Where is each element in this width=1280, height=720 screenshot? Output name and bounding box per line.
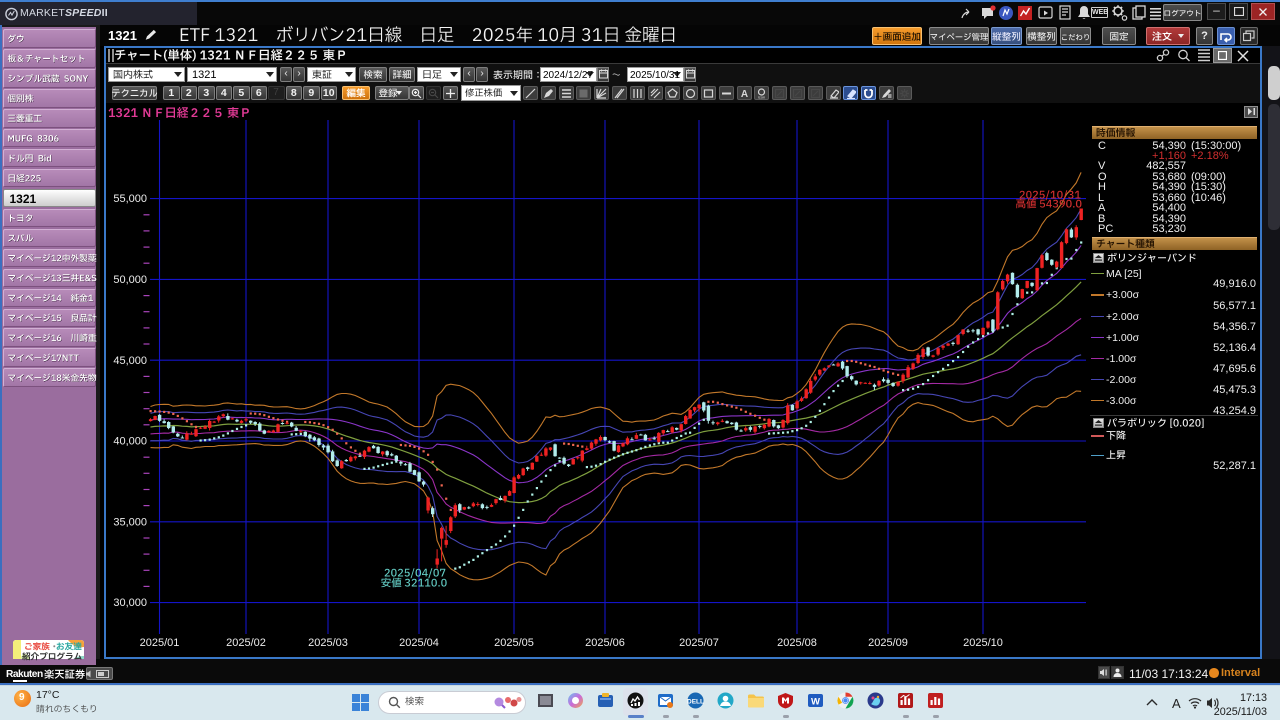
svg-text:45,000: 45,000 [113,355,147,367]
svg-text:40,000: 40,000 [113,436,147,448]
svg-text:30,000: 30,000 [113,597,147,609]
svg-text:55,000: 55,000 [113,193,147,205]
svg-text:A: A [740,89,747,99]
svg-text:2025/01: 2025/01 [140,637,180,649]
svg-text:2025/06: 2025/06 [585,637,625,649]
svg-text:A: A [1172,696,1181,711]
svg-text:W: W [811,697,820,708]
svg-text:2025/07: 2025/07 [679,637,719,649]
svg-text:2025/02: 2025/02 [226,637,266,649]
svg-text:2025/10: 2025/10 [963,637,1003,649]
svg-text:icon: icon [758,94,765,99]
svg-text:50,000: 50,000 [113,274,147,286]
svg-text:2025/08: 2025/08 [777,637,817,649]
svg-text:2025/09: 2025/09 [868,637,908,649]
svg-text:2025/04: 2025/04 [399,637,439,649]
svg-text:2025/05: 2025/05 [494,637,534,649]
svg-text:DELL: DELL [687,699,704,706]
svg-text:2025/03: 2025/03 [308,637,348,649]
svg-text:35,000: 35,000 [113,516,147,528]
